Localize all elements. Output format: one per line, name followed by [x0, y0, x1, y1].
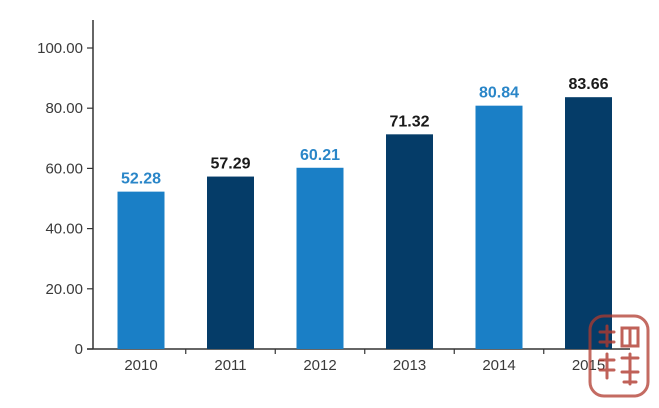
data-label-2013: 71.32 — [389, 113, 429, 130]
x-tick-label: 2010 — [124, 357, 157, 374]
red-seal-stamp-icon — [588, 314, 650, 398]
y-tick-label: 20.00 — [45, 281, 83, 298]
data-label-2011: 57.29 — [210, 156, 250, 173]
y-tick-label: 80.00 — [45, 100, 83, 117]
y-tick-label: 0 — [75, 341, 83, 358]
x-tick-label: 2011 — [214, 357, 246, 374]
data-label-2012: 60.21 — [300, 147, 340, 164]
data-label-2010: 52.28 — [121, 171, 161, 188]
x-tick-label: 2014 — [482, 357, 515, 374]
labels: 2010 52.28 2011 57.29 2012 60.21 2013 71.32 2014… — [121, 76, 609, 374]
x-tick-label: 2013 — [393, 357, 426, 374]
seal-stamp-watermark — [586, 312, 652, 400]
axes: 0 20.00 40.00 60.00 80.00 100.00 — [37, 20, 630, 358]
bar-2011 — [207, 176, 254, 349]
bar-2013 — [386, 134, 433, 349]
y-tick-label: 40.00 — [45, 221, 83, 238]
bars — [117, 97, 612, 349]
y-tick-label: 60.00 — [45, 160, 83, 177]
bar-2015 — [565, 97, 612, 349]
bar-2010 — [117, 191, 165, 349]
bar-2012 — [296, 167, 344, 349]
bar-2014 — [475, 105, 523, 349]
data-label-2015: 83.66 — [568, 76, 608, 93]
x-tick-label: 2012 — [303, 357, 336, 374]
data-label-2014: 80.84 — [479, 85, 519, 102]
y-tick-label: 100.00 — [37, 40, 83, 57]
